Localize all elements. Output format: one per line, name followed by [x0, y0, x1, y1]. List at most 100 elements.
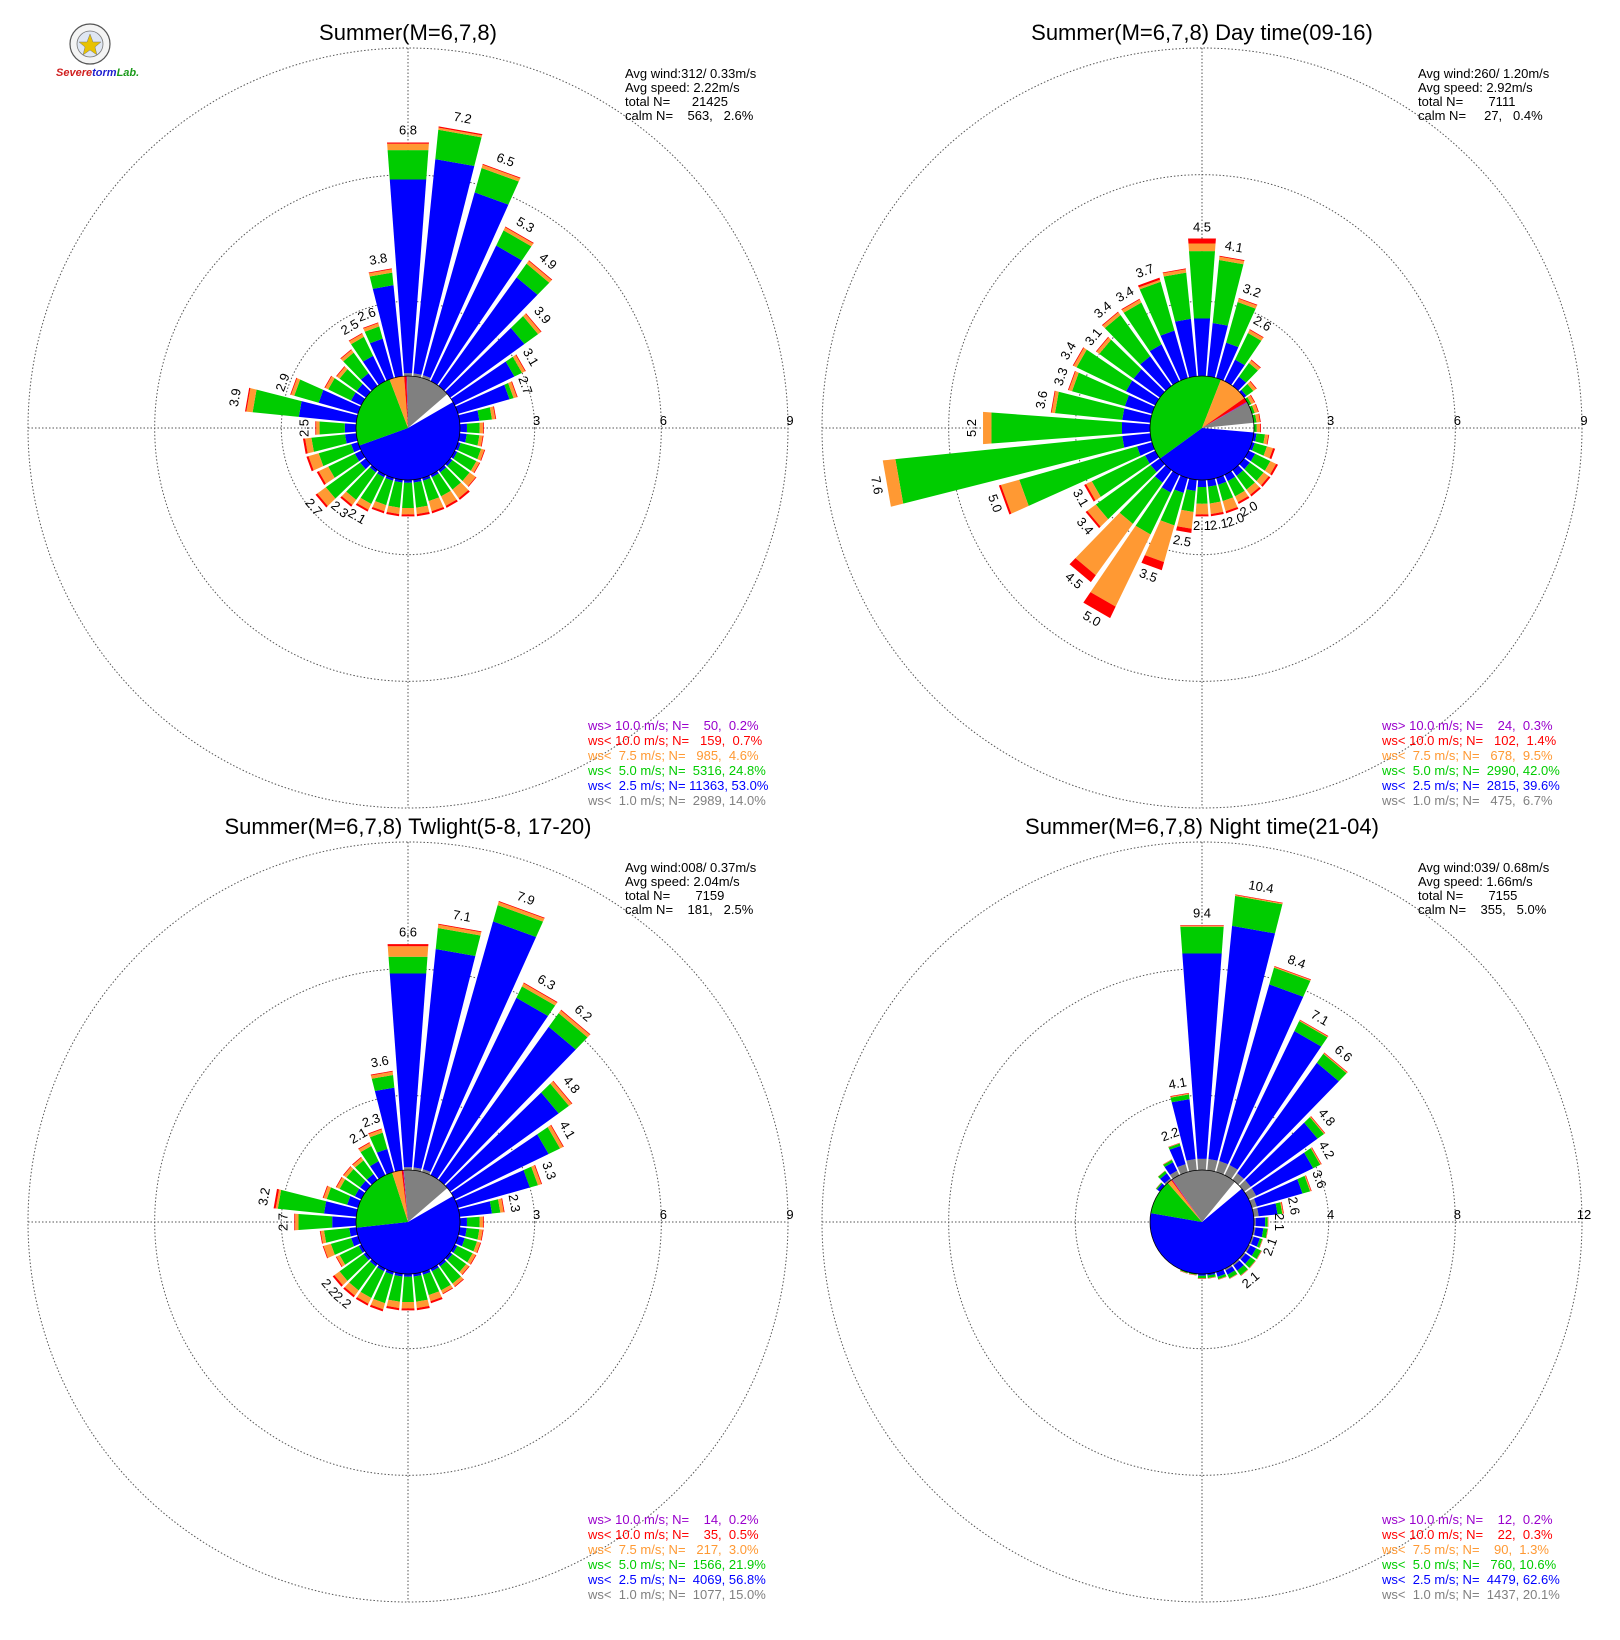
- bar-segment-lt5: [505, 356, 523, 377]
- bar-segment-lt7_5: [401, 508, 415, 515]
- bar-segment-lt2_5: [332, 1216, 357, 1228]
- bar-segment-lt10: [1237, 496, 1250, 505]
- bar-segment-lt10: [335, 1256, 343, 1268]
- bar-segment-lt10: [493, 406, 497, 420]
- bar-segment-lt10: [476, 1242, 482, 1254]
- bar-segment-lt5: [360, 473, 385, 505]
- bar-segment-lt5: [351, 336, 374, 362]
- pie-slice-gray: [403, 1170, 448, 1222]
- bar-segment-lt2_5: [1233, 1260, 1244, 1271]
- bar-segment-lt5: [1099, 339, 1142, 379]
- stat-line: Avg wind:312/ 0.33m/s: [625, 66, 757, 81]
- bar-segment-lt2_5: [362, 355, 386, 385]
- bar-segment-lt10: [998, 484, 1012, 515]
- bar-segment-lt7_5: [1247, 395, 1255, 405]
- bar-segment-lt10: [480, 1229, 484, 1241]
- bar-segment-lt7_5: [1248, 360, 1261, 371]
- bar-segment-lt2_5: [1225, 1266, 1235, 1275]
- bar-segment-lt5: [516, 263, 550, 295]
- bar-segment-lt7_5: [1144, 520, 1175, 563]
- bar-segment-lt2_5: [445, 1092, 559, 1192]
- bar-segment-lt7_5: [340, 349, 354, 362]
- bar-segment-lt2_5: [1150, 458, 1165, 473]
- pie-outline: [355, 375, 461, 481]
- bar-segment-lt5: [413, 481, 428, 508]
- bar-segment-lt1: [422, 375, 431, 381]
- bar-segment-lt7_5: [479, 422, 483, 434]
- stat-line: Avg wind:008/ 0.37m/s: [625, 860, 757, 875]
- bar-segment-lt10: [290, 377, 298, 395]
- bar-segment-lt2_5: [1245, 1122, 1318, 1187]
- bar-segment-lt7_5: [1274, 966, 1311, 981]
- bar-value-label: 7.9: [515, 888, 537, 908]
- bar-segment-lt1: [403, 373, 413, 377]
- bar-segment-lt5: [339, 1245, 363, 1265]
- bar-value-label: 9.4: [1193, 906, 1211, 921]
- bar-segment-lt5: [1019, 446, 1141, 506]
- bar-segment-lt5: [1245, 1257, 1256, 1268]
- legend-entry: ws> 10.0 m/s; N= 14, 0.2%: [587, 1512, 759, 1527]
- bar-segment-lt7_5: [983, 411, 992, 445]
- pie-outline: [1149, 1169, 1255, 1275]
- grid-ring: [280, 300, 536, 556]
- bar-segment-lt10: [1229, 1274, 1238, 1280]
- bar-segment-lt7_5: [1170, 1093, 1190, 1098]
- bar-segment-lt10: [482, 163, 521, 179]
- stat-line: Avg speed: 2.92m/s: [1418, 80, 1533, 95]
- bar-segment-lt2_5: [369, 338, 394, 381]
- pie-slice-purple: [403, 1170, 408, 1222]
- bar-value-label: 2.2: [1159, 1124, 1181, 1144]
- bar-segment-lt5: [360, 1267, 385, 1299]
- bar-segment-lt10: [416, 1305, 430, 1311]
- bar-value-label: 2.6: [1285, 1196, 1303, 1216]
- bar-value-label: 5.0: [985, 492, 1005, 514]
- bar-segment-lt2_5: [430, 1265, 439, 1272]
- bar-segment-lt2_5: [1175, 318, 1197, 378]
- bar-segment-lt2_5: [377, 471, 386, 478]
- bar-segment-lt10: [480, 449, 486, 461]
- bar-segment-lt2_5: [347, 1196, 361, 1208]
- bar-segment-lt7_5: [323, 1186, 331, 1200]
- bar-segment-lt10: [482, 422, 484, 434]
- ring-label: 3: [1327, 413, 1334, 428]
- bar-segment-lt5: [375, 478, 394, 506]
- bar-segment-lt5: [1269, 967, 1311, 997]
- bar-segment-lt7_5: [503, 227, 534, 247]
- bar-segment-lt5: [1256, 1238, 1263, 1248]
- bar-segment-lt7_5: [558, 1010, 590, 1038]
- pie-slice-blue: [1149, 1188, 1254, 1275]
- legend-entry: ws< 7.5 m/s; N= 217, 3.0%: [587, 1542, 759, 1557]
- bar-segment-lt10: [470, 1254, 477, 1265]
- ring-label: 3: [533, 413, 540, 428]
- bar-segment-lt10: [273, 1188, 280, 1209]
- grid-ring: [1074, 1094, 1330, 1350]
- bar-segment-lt7_5: [1075, 512, 1133, 576]
- bar-segment-lt10: [1168, 1142, 1180, 1148]
- bar-value-label: 3.3: [539, 1159, 559, 1181]
- bar-segment-lt7_5: [356, 497, 372, 510]
- pie-slice-orange: [389, 376, 408, 428]
- bar-segment-lt1: [1224, 1164, 1238, 1179]
- legend-entry: ws< 1.0 m/s; N= 475, 6.7%: [1381, 793, 1553, 808]
- bar-segment-lt7_5: [437, 924, 482, 936]
- bar-segment-lt1: [1249, 1236, 1254, 1245]
- bar-segment-lt7_5: [1096, 337, 1112, 354]
- bar-segment-lt10: [1266, 1228, 1269, 1239]
- bar-segment-lt7_5: [479, 1216, 483, 1228]
- bar-segment-lt2_5: [458, 1201, 493, 1217]
- bar-segment-lt10: [294, 1213, 296, 1231]
- bar-segment-lt2_5: [344, 423, 357, 433]
- bar-segment-lt7_5: [356, 1291, 372, 1304]
- bar-segment-lt2_5: [372, 285, 403, 378]
- bar-segment-lt7_5: [401, 1302, 415, 1309]
- bar-segment-lt7_5: [336, 366, 348, 379]
- bar-segment-lt5: [541, 1083, 569, 1114]
- bar-segment-lt2_5: [1254, 1227, 1264, 1238]
- bar-segment-lt5: [1180, 926, 1224, 954]
- bar-segment-lt7_5: [1162, 269, 1187, 277]
- pie-slice-green: [355, 379, 408, 446]
- bar-segment-lt2_5: [1208, 925, 1276, 1161]
- bar-segment-lt5: [477, 407, 493, 421]
- stat-line: calm N= 563, 2.6%: [625, 108, 754, 123]
- legend-entry: ws< 1.0 m/s; N= 2989, 14.0%: [587, 793, 766, 808]
